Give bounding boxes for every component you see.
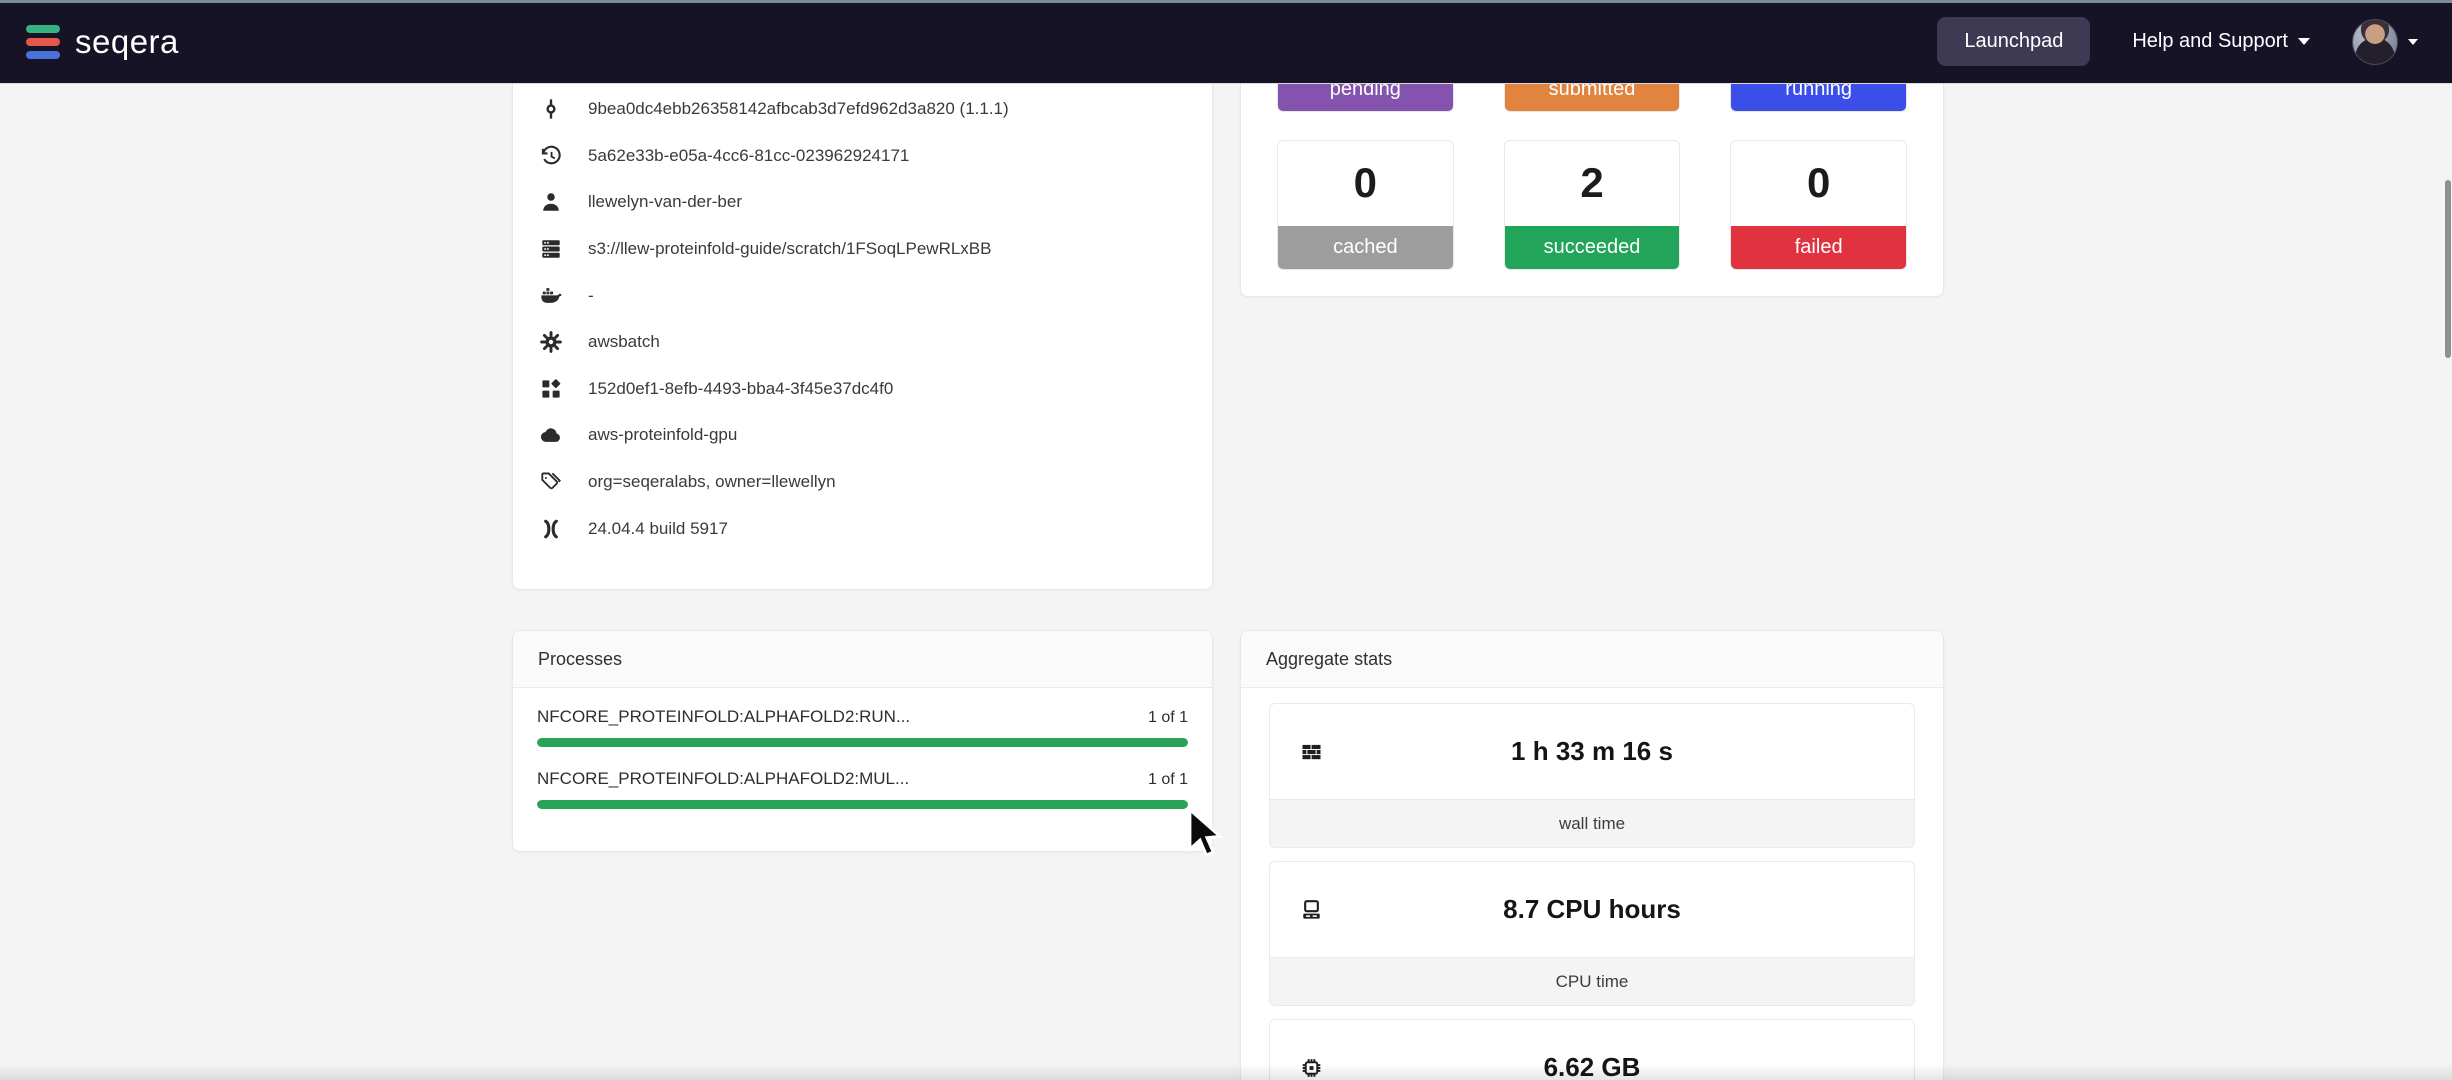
git-commit-icon bbox=[539, 97, 563, 121]
mouse-cursor bbox=[1186, 806, 1234, 869]
metadata-row: 152d0ef1-8efb-4493-bba4-3f45e37dc4f0 bbox=[539, 366, 1186, 413]
scrollbar-thumb[interactable] bbox=[2445, 180, 2451, 358]
compute-env-name-value: aws-proteinfold-gpu bbox=[588, 425, 738, 445]
status-badge: succeeded bbox=[1543, 235, 1641, 258]
seqera-logo-icon bbox=[26, 24, 60, 59]
bottom-shade bbox=[0, 1064, 2452, 1080]
compute-env-value: 152d0ef1-8efb-4493-bba4-3f45e37dc4f0 bbox=[588, 378, 894, 398]
metadata-row: awsbatch bbox=[539, 319, 1186, 366]
history-icon bbox=[539, 144, 563, 168]
window-top-edge bbox=[0, 0, 2452, 3]
chevron-down-icon bbox=[2298, 38, 2310, 45]
compute-env-icon bbox=[539, 377, 563, 401]
aggregate-stats-card: Aggregate stats 1 h 33 m 16 s wall time bbox=[1240, 630, 1944, 1080]
seqera-logo[interactable]: seqera bbox=[26, 23, 179, 61]
workdir-value: s3://llew-proteinfold-guide/scratch/1FSo… bbox=[588, 239, 992, 259]
wall-time-icon bbox=[1300, 740, 1323, 763]
gear-icon bbox=[539, 330, 563, 354]
wall-time-value: 1 h 33 m 16 s bbox=[1511, 736, 1673, 766]
memory-stat: 6.62 GB bbox=[1269, 1019, 1915, 1080]
help-and-support-menu[interactable]: Help and Support bbox=[2132, 30, 2310, 53]
status-badge: cached bbox=[1333, 235, 1398, 258]
cached-count: 0 bbox=[1353, 159, 1377, 207]
nextflow-icon bbox=[539, 517, 563, 541]
labels-value: org=seqeralabs, owner=llewellyn bbox=[588, 472, 836, 492]
cpu-icon bbox=[1300, 898, 1323, 921]
metadata-row: s3://llew-proteinfold-guide/scratch/1FSo… bbox=[539, 226, 1186, 273]
brand-wordmark: seqera bbox=[75, 22, 179, 60]
user-menu[interactable] bbox=[2352, 18, 2418, 65]
tags-icon bbox=[539, 470, 563, 494]
top-navbar: seqera Launchpad Help and Support bbox=[0, 0, 2452, 84]
metadata-row: - bbox=[539, 272, 1186, 319]
username-value: llewelyn-van-der-ber bbox=[588, 192, 743, 212]
status-box-cached: 0 cached bbox=[1277, 140, 1454, 270]
cpu-time-label: CPU time bbox=[1270, 957, 1914, 1005]
wall-time-stat: 1 h 33 m 16 s wall time bbox=[1269, 703, 1915, 848]
process-progress-count: 1 of 1 bbox=[1147, 771, 1188, 788]
status-box-succeeded: 2 succeeded bbox=[1503, 140, 1681, 270]
chevron-down-icon bbox=[2408, 38, 2418, 45]
run-metadata-card: 9bea0dc4ebb26358142afbcab3d7efd962d3a820… bbox=[512, 50, 1213, 590]
storage-icon bbox=[539, 237, 563, 261]
progress-bar bbox=[537, 800, 1188, 809]
processes-title: Processes bbox=[538, 648, 623, 669]
metadata-row: org=seqeralabs, owner=llewellyn bbox=[539, 459, 1186, 506]
processes-card: Processes NFCORE_PROTEINFOLD:ALPHAFOLD2:… bbox=[512, 630, 1213, 852]
memory-icon bbox=[1300, 1056, 1323, 1079]
status-box-failed: 0 failed bbox=[1730, 140, 1907, 270]
aggregate-stats-title: Aggregate stats bbox=[1266, 648, 1393, 669]
session-id-value: 5a62e33b-e05a-4cc6-81cc-023962924171 bbox=[588, 145, 910, 165]
process-row[interactable]: NFCORE_PROTEINFOLD:ALPHAFOLD2:MUL... 1 o… bbox=[537, 769, 1188, 809]
process-progress-count: 1 of 1 bbox=[1147, 709, 1188, 726]
user-icon bbox=[539, 190, 563, 214]
wall-time-label: wall time bbox=[1270, 799, 1914, 847]
docker-icon bbox=[539, 284, 563, 308]
aggregate-stats-header: Aggregate stats bbox=[1241, 631, 1943, 688]
processes-header: Processes bbox=[513, 631, 1212, 688]
succeeded-count: 2 bbox=[1580, 159, 1604, 207]
status-badge: failed bbox=[1794, 235, 1843, 258]
metadata-row: llewelyn-van-der-ber bbox=[539, 179, 1186, 226]
memory-value: 6.62 GB bbox=[1544, 1052, 1641, 1080]
metadata-row: 5a62e33b-e05a-4cc6-81cc-023962924171 bbox=[539, 133, 1186, 180]
commit-id-value: 9bea0dc4ebb26358142afbcab3d7efd962d3a820… bbox=[588, 99, 1009, 119]
progress-bar bbox=[537, 738, 1188, 747]
executor-value: awsbatch bbox=[588, 332, 660, 352]
container-value: - bbox=[588, 285, 594, 305]
cloud-icon bbox=[539, 423, 563, 447]
failed-count: 0 bbox=[1806, 159, 1831, 207]
launchpad-button[interactable]: Launchpad bbox=[1937, 17, 2091, 66]
process-name: NFCORE_PROTEINFOLD:ALPHAFOLD2:MUL... bbox=[537, 769, 910, 788]
help-and-support-label: Help and Support bbox=[2132, 30, 2288, 52]
nextflow-version-value: 24.04.4 build 5917 bbox=[588, 518, 728, 538]
process-name: NFCORE_PROTEINFOLD:ALPHAFOLD2:RUN... bbox=[537, 707, 911, 726]
cpu-time-value: 8.7 CPU hours bbox=[1503, 894, 1681, 924]
process-row[interactable]: NFCORE_PROTEINFOLD:ALPHAFOLD2:RUN... 1 o… bbox=[537, 707, 1188, 747]
metadata-row: 9bea0dc4ebb26358142afbcab3d7efd962d3a820… bbox=[539, 86, 1186, 133]
metadata-row: 24.04.4 build 5917 bbox=[539, 505, 1186, 552]
cpu-time-stat: 8.7 CPU hours CPU time bbox=[1269, 861, 1915, 1006]
avatar[interactable] bbox=[2352, 18, 2398, 65]
metadata-row: aws-proteinfold-gpu bbox=[539, 412, 1186, 459]
